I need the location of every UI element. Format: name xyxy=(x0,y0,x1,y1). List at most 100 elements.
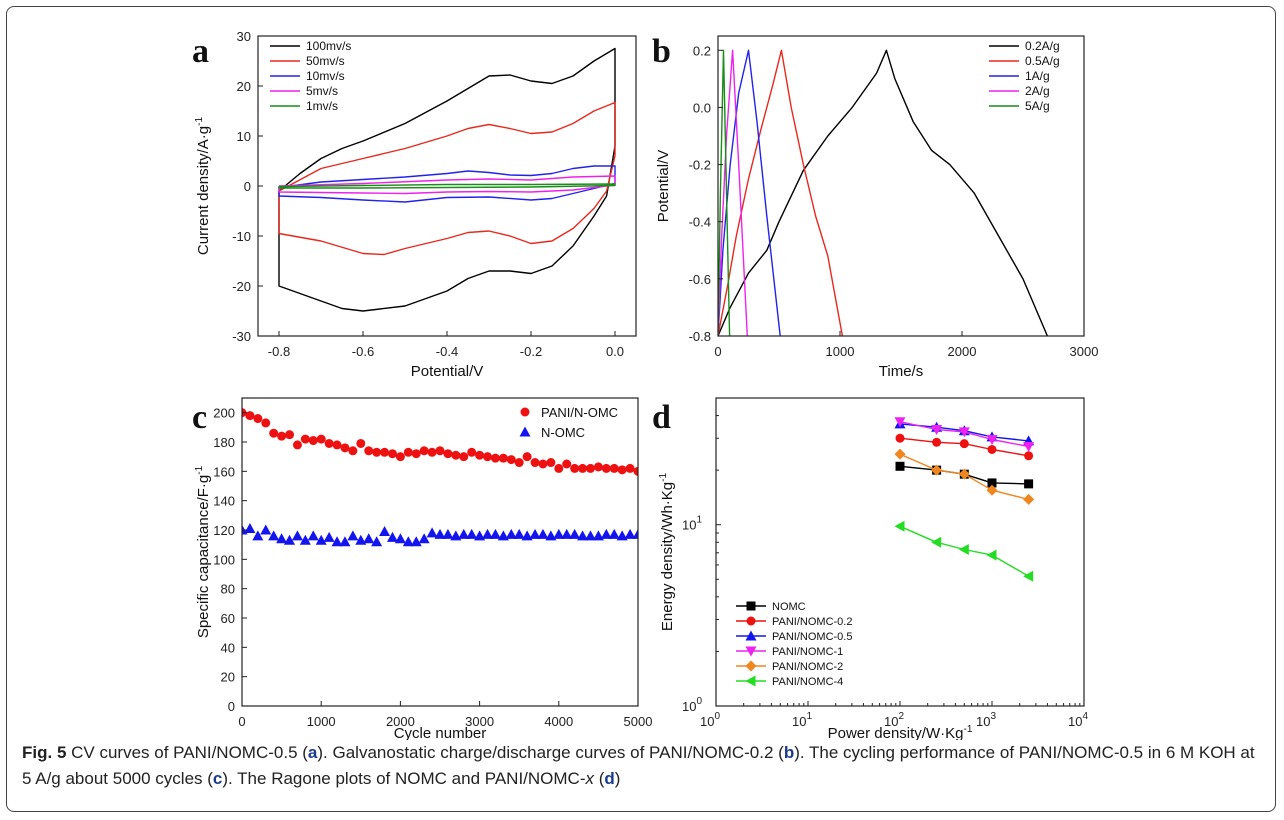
y-tick-label: 80 xyxy=(221,582,235,597)
tick-exponent: 3 xyxy=(990,711,996,722)
y-tick-label: 0 xyxy=(228,699,235,714)
y-tick-label: 160 xyxy=(213,464,235,479)
data-point xyxy=(372,447,382,457)
plot-series xyxy=(718,49,1049,336)
data-point xyxy=(632,528,638,539)
y-tick-label: 200 xyxy=(213,406,235,421)
data-point xyxy=(371,536,383,547)
data-point xyxy=(600,528,612,539)
data-point xyxy=(513,528,525,539)
legend-marker xyxy=(519,426,531,437)
caption-part: ). Galvanostatic charge/discharge curves… xyxy=(317,743,784,762)
series-line-0 xyxy=(718,49,1049,336)
y-tick-label: 180 xyxy=(213,435,235,450)
axis-label-main: Energy density/Wh·Kg xyxy=(659,482,676,631)
data-point xyxy=(521,530,533,541)
data-point xyxy=(467,447,477,457)
data-point xyxy=(403,447,413,457)
panel-c: c 0 1000 2000 3000 4000 5000 0 20 40 60 80 100 120 140… xyxy=(192,397,652,740)
data-point xyxy=(625,463,635,473)
data-point xyxy=(340,443,350,453)
caption-part: b xyxy=(783,743,795,762)
tick-base: 10 xyxy=(884,714,898,729)
data-point xyxy=(506,455,516,465)
tick-base: 10 xyxy=(792,714,806,729)
x-axis-label: Time/s xyxy=(879,363,923,380)
data-point xyxy=(633,466,638,476)
data-point xyxy=(514,458,524,468)
y-tick-label: -0.8 xyxy=(689,329,711,344)
y-tick-label: -10 xyxy=(232,229,251,244)
data-point xyxy=(584,530,596,541)
series-line-1 xyxy=(718,49,844,336)
data-point xyxy=(387,449,397,459)
data-point xyxy=(299,534,311,545)
figure-frame xyxy=(6,6,1276,812)
data-point xyxy=(442,528,454,539)
data-point xyxy=(538,459,548,469)
y-tick-label: 120 xyxy=(213,523,235,538)
data-point xyxy=(498,453,508,463)
plot-series xyxy=(242,408,638,547)
data-point xyxy=(483,452,493,462)
y-tick-label: 20 xyxy=(221,670,235,685)
series-line-2 xyxy=(718,49,781,336)
data-point xyxy=(434,528,446,539)
panel-a: a -0.8 -0.6 -0.4 -0.2 0.0 -30 -20 -10 0 10 20 30 Pote… xyxy=(192,29,637,380)
legend-label: PANI/NOMC-2 xyxy=(772,661,843,673)
data-point xyxy=(505,528,517,539)
legend: 0.2A/g0.5A/g1A/g2A/g5A/g xyxy=(989,39,1060,113)
data-point xyxy=(285,430,295,440)
legend-label: 0.5A/g xyxy=(1025,54,1060,68)
data-point xyxy=(300,434,310,444)
data-point xyxy=(419,446,429,456)
tick-exponent: 0 xyxy=(714,711,720,722)
axis-label-main: Current density/A·g xyxy=(195,126,212,255)
data-point xyxy=(292,440,302,450)
data-point xyxy=(427,447,437,457)
x-tick-label: 101 xyxy=(792,711,812,729)
data-point xyxy=(958,427,970,438)
data-point xyxy=(894,448,906,460)
series-line-3 xyxy=(278,175,616,195)
data-point xyxy=(418,533,430,544)
x-tick-label: 3000 xyxy=(1070,344,1099,359)
caption-part: x xyxy=(585,769,594,788)
data-point xyxy=(253,414,263,424)
series-line-0 xyxy=(278,47,616,312)
series-line-2 xyxy=(278,165,616,203)
tick-base: 10 xyxy=(976,714,990,729)
data-point xyxy=(489,528,501,539)
legend-label: PANI/N-OMC xyxy=(541,405,618,420)
y-tick-label: -20 xyxy=(232,279,251,294)
legend: PANI/N-OMC N-OMC xyxy=(519,405,618,440)
series-line-1 xyxy=(278,101,616,256)
legend-label: 1A/g xyxy=(1025,69,1050,83)
data-point xyxy=(895,433,905,443)
panel-letter: b xyxy=(652,33,671,70)
data-point xyxy=(435,446,445,456)
caption-part: c xyxy=(212,769,223,788)
panel-b: b 0 1000 2000 3000 -0.8 -0.6 -0.4 -0.2 0.0 0.2 Time… xyxy=(652,33,1098,380)
series-line-4 xyxy=(718,49,731,336)
data-point xyxy=(1023,570,1034,582)
data-point xyxy=(410,536,422,547)
axis-label-exponent: -1 xyxy=(194,117,205,126)
axis-label-exponent: -1 xyxy=(658,473,669,482)
caption-part: CV curves of PANI/NOMC-0.5 ( xyxy=(66,743,308,762)
caption-part: ( xyxy=(593,769,605,788)
plot-series xyxy=(278,47,616,312)
y-tick-label: -0.6 xyxy=(689,272,711,287)
x-tick-label: 100 xyxy=(700,711,720,729)
legend-label: PANI/NOMC-1 xyxy=(772,646,843,658)
data-point xyxy=(987,444,997,454)
data-point xyxy=(592,530,604,541)
data-point xyxy=(355,534,367,545)
data-point xyxy=(315,534,327,545)
y-axis-label: Energy density/Wh·Kg-1 xyxy=(658,473,676,632)
data-point xyxy=(569,528,581,539)
y-tick-label: 30 xyxy=(237,29,251,44)
panel-letter: d xyxy=(652,399,671,436)
data-point xyxy=(490,453,500,463)
